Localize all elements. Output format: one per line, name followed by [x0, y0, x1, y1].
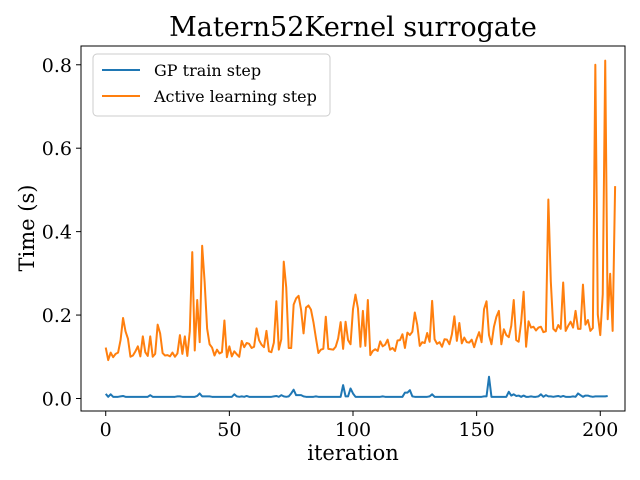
y-tick-label-0: 0.0 — [42, 388, 72, 410]
legend-box — [92, 53, 331, 117]
x-tick-label-200: 200 — [582, 419, 618, 441]
series-line-active-learning-step — [104, 59, 617, 362]
chart-title: Matern52Kernel surrogate — [169, 12, 537, 43]
legend-label-active-learning-step: Active learning step — [153, 87, 317, 106]
x-axis-label: iteration — [307, 441, 398, 465]
y-axis-label: Time (s) — [15, 185, 39, 272]
x-tick-label-150: 150 — [459, 419, 495, 441]
y-tick-label-0.8: 0.8 — [42, 55, 72, 77]
series-line-gp-train-step — [104, 375, 608, 398]
y-tick-label-0.4: 0.4 — [42, 222, 72, 244]
x-tick-label-50: 50 — [217, 419, 241, 441]
legend-label-gp-train-step: GP train step — [154, 61, 261, 80]
plot-frame — [80, 45, 626, 412]
x-tick-label-0: 0 — [100, 419, 112, 441]
x-tick-label-100: 100 — [335, 419, 371, 441]
y-tick-label-0.6: 0.6 — [42, 138, 72, 160]
y-tick-label-0.2: 0.2 — [42, 305, 72, 327]
legend: GP train step Active learning step — [92, 53, 331, 117]
